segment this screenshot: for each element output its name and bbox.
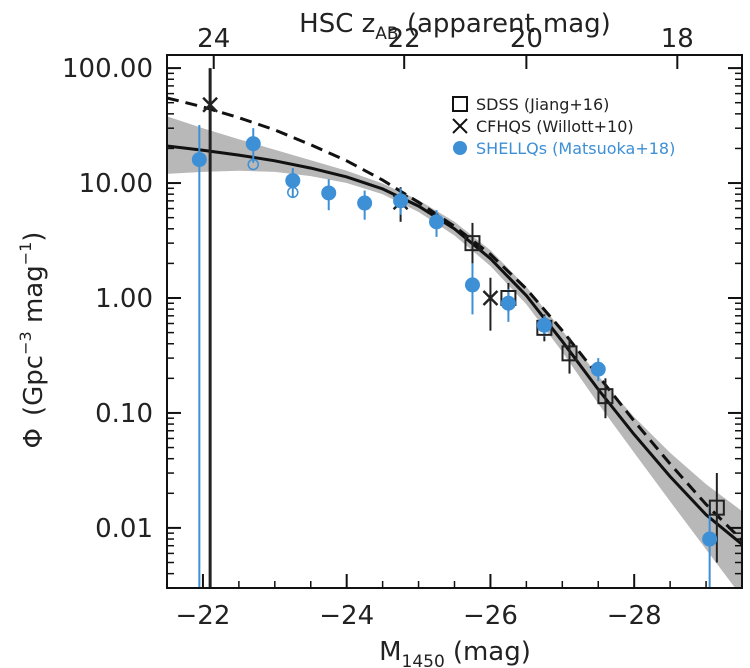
- shellqs-circle-marker: [245, 136, 261, 152]
- axis-ticks: [166, 55, 743, 589]
- fit-dashed-line: [167, 96, 742, 542]
- y-tick-label: 0.10: [95, 399, 153, 429]
- fit-curves: [167, 96, 742, 546]
- legend-cross-marker: [452, 118, 468, 134]
- legend-entry: CFHQS (Willott+10): [452, 117, 634, 136]
- y-axis-title-exp2: −1: [16, 242, 35, 266]
- shellqs-circle-marker: [357, 195, 373, 211]
- shellqs-circle-marker: [321, 185, 337, 201]
- shellqs-open-marker: [247, 158, 259, 171]
- top-axis-title-rest: (apparent mag): [399, 9, 611, 39]
- x-tick-label: −26: [463, 601, 518, 631]
- top-axis-title-main: HSC z: [299, 9, 375, 39]
- cfhqs-cross-marker: [202, 96, 219, 113]
- sdss-square-marker: [561, 345, 578, 362]
- data-markers: [191, 96, 725, 547]
- y-tick-label: 0.01: [95, 514, 153, 544]
- shellqs-circle-marker: [285, 173, 301, 189]
- x-axis-title-sub: 1450: [402, 652, 445, 668]
- shellqs-circle-marker: [702, 531, 718, 547]
- legend-circle-marker: [453, 141, 467, 155]
- top-tick-label: 22: [388, 24, 421, 54]
- legend-entry: SDSS (Jiang+16): [452, 95, 609, 114]
- sdss-square-marker: [708, 499, 725, 516]
- shellqs-circle-marker: [429, 214, 445, 230]
- y-tick-label: 100.00: [62, 54, 153, 84]
- y-axis-title-symbol: Φ: [19, 428, 49, 448]
- x-axis-title-unit: (mag): [453, 637, 531, 667]
- legend-label: CFHQS (Willott+10): [476, 117, 634, 136]
- uncertainty-band: [167, 116, 742, 588]
- x-tick-label: −22: [176, 601, 231, 631]
- shellqs-open-marker: [287, 186, 299, 199]
- top-axis-title-sub: AB: [375, 24, 398, 44]
- legend-entry: SHELLQs (Matsuoka+18): [453, 139, 675, 158]
- y-axis-title-close: ): [19, 232, 49, 242]
- fit-solid-line: [167, 144, 742, 546]
- shellqs-circle-marker: [393, 193, 409, 209]
- legend-label: SHELLQs (Matsuoka+18): [476, 139, 675, 158]
- y-tick-label: 10.00: [79, 169, 153, 199]
- top-tick-label: 20: [510, 24, 543, 54]
- shellqs-circle-marker: [500, 295, 516, 311]
- top-tick-label: 18: [661, 24, 694, 54]
- fit-uncertainty-band: [167, 116, 742, 588]
- shellqs-circle-marker: [590, 361, 606, 377]
- shellqs-circle-marker: [536, 317, 552, 333]
- y-axis-title-exp1: −3: [16, 331, 35, 355]
- sdss-square-marker: [464, 235, 481, 252]
- shellqs-circle-marker: [464, 277, 480, 293]
- x-tick-label: −28: [607, 601, 662, 631]
- cfhqs-cross-marker: [482, 290, 499, 306]
- tick-labels: −22 −24 −26 −28 24 22 20 18 100.00 10.00 1.00 0.10 0…: [62, 24, 694, 631]
- x-axis-title: M1450 (mag): [379, 637, 531, 668]
- top-tick-label: 24: [197, 24, 230, 54]
- top-axis-title: HSC zAB (apparent mag): [299, 9, 611, 44]
- shellqs-circle-marker: [191, 152, 207, 168]
- legend-square-marker: [452, 96, 468, 112]
- y-tick-label: 1.00: [95, 284, 153, 314]
- y-axis-title-mid: mag: [19, 265, 49, 331]
- x-axis-title-main: M: [379, 637, 401, 667]
- legend: SDSS (Jiang+16) CFHQS (Willott+10) SHELLQs…: [452, 95, 675, 158]
- y-axis-title-unit: (Gpc: [19, 355, 49, 416]
- legend-label: SDSS (Jiang+16): [476, 95, 609, 114]
- y-axis-title: Φ (Gpc−3 mag−1): [16, 232, 49, 449]
- sdss-square-marker: [597, 388, 614, 405]
- x-tick-label: −24: [319, 601, 374, 631]
